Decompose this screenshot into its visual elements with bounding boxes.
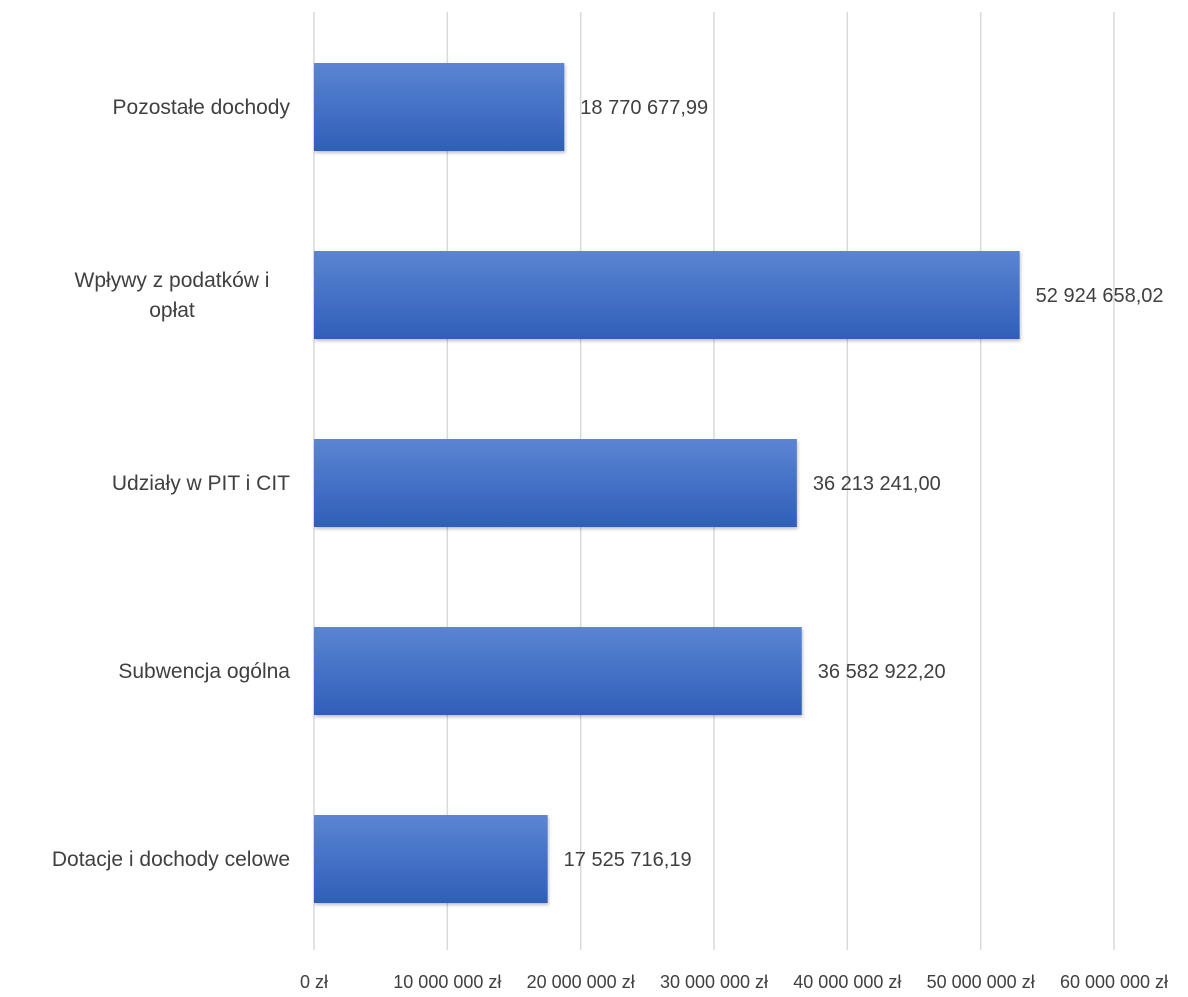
category-label: Subwencja ogólna (118, 660, 290, 683)
value-label: 52 924 658,02 (1036, 285, 1164, 307)
x-tick-label: 10 000 000 zł (393, 972, 501, 992)
category-label: Udziały w PIT i CIT (112, 472, 290, 495)
value-label: 17 525 716,19 (564, 849, 692, 871)
value-label: 36 213 241,00 (813, 473, 941, 495)
category-label-line: opłat (149, 299, 195, 322)
category-label: Dotacje i dochody celowe (52, 848, 290, 871)
bar (314, 63, 565, 151)
bar (314, 251, 1020, 339)
bar (314, 627, 802, 715)
x-tick-label: 60 000 000 zł (1060, 972, 1168, 992)
x-tick-label: 40 000 000 zł (793, 972, 901, 992)
category-label: Pozostałe dochody (113, 96, 291, 119)
x-tick-label: 0 zł (300, 972, 328, 992)
bars (314, 63, 1020, 903)
category-label: Wpływy z podatków i opłat (75, 269, 270, 322)
x-tick-label: 30 000 000 zł (660, 972, 768, 992)
bar (314, 439, 797, 527)
value-label: 36 582 922,20 (818, 661, 946, 683)
bar (314, 815, 548, 903)
value-label: 18 770 677,99 (580, 97, 708, 119)
labels: 0 zł 10 000 000 zł 20 000 000 zł 30 000 000… (52, 96, 1168, 992)
x-tick-label: 20 000 000 zł (527, 972, 635, 992)
category-label-line: Wpływy z podatków i (75, 269, 270, 292)
x-tick-label: 50 000 000 zł (927, 972, 1035, 992)
